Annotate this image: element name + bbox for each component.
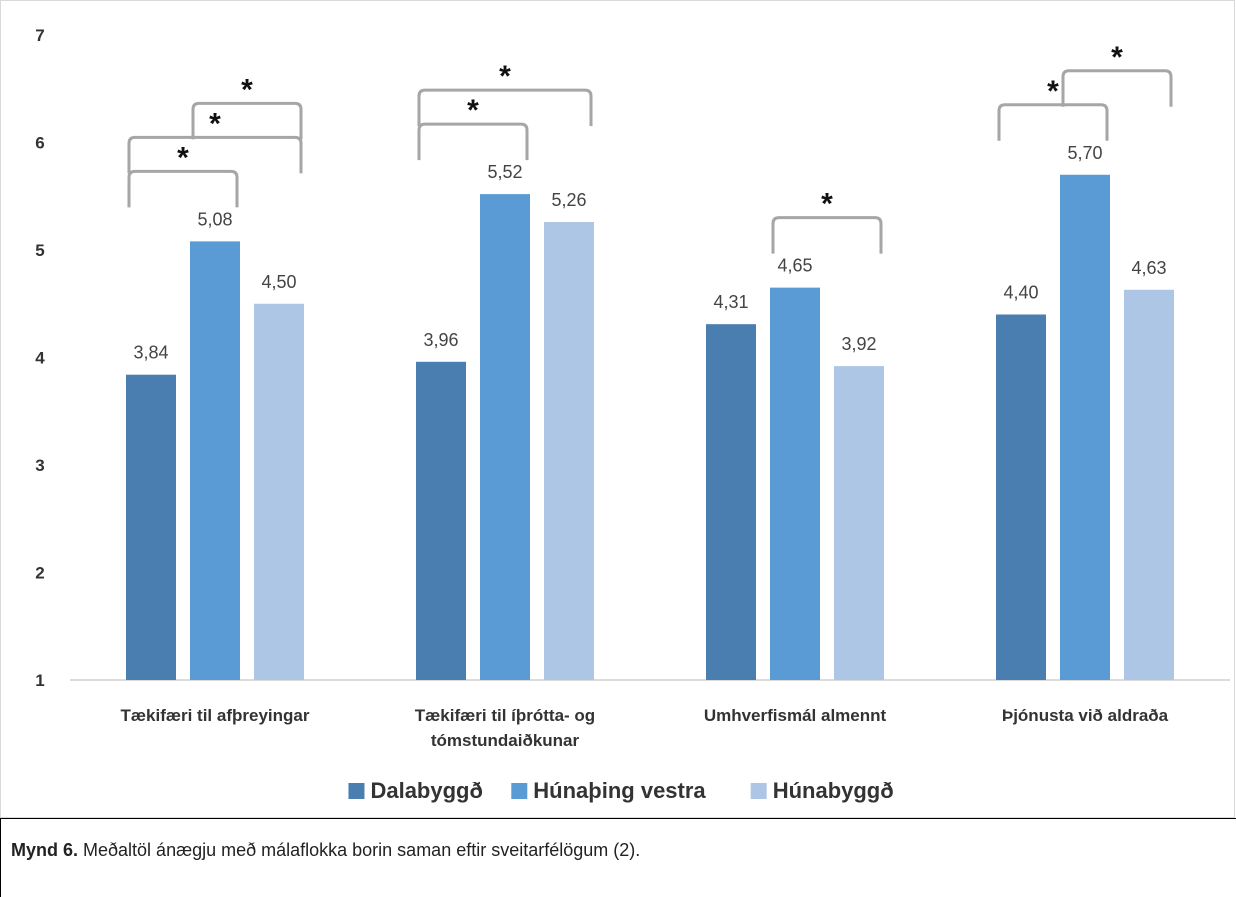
x-category-label: Tækifæri til íþrótta- og [415, 706, 595, 725]
bar [416, 361, 466, 680]
significance-bracket [417, 122, 529, 161]
data-label: 3,96 [423, 330, 458, 350]
data-label: 5,52 [487, 162, 522, 182]
x-category-label: Þjónusta við aldraða [1002, 706, 1169, 725]
significance-bracket [127, 135, 303, 174]
significance-star: * [467, 94, 479, 127]
significance-star: * [241, 73, 253, 106]
significance-star: * [821, 188, 833, 221]
y-tick-label: 6 [35, 134, 44, 153]
data-label: 4,31 [713, 292, 748, 312]
caption-body: Meðaltöl ánægju með málaflokka borin sam… [78, 840, 641, 860]
y-tick-label: 7 [35, 26, 44, 45]
legend-label: Húnabyggð [773, 778, 894, 803]
y-tick-label: 4 [35, 349, 45, 368]
caption-label: Mynd 6. [11, 840, 79, 860]
legend-swatch [511, 783, 528, 799]
data-label: 4,50 [261, 272, 296, 292]
figure-caption: Mynd 6. Meðaltöl ánægju með málaflokka b… [0, 818, 1236, 897]
bar [1060, 174, 1110, 680]
legend-swatch [750, 783, 767, 799]
bar [544, 222, 594, 681]
significance-star: * [1111, 41, 1123, 74]
data-label: 4,63 [1131, 258, 1166, 278]
caption-top-border [0, 818, 1236, 819]
bar [254, 303, 304, 680]
x-category-label: Umhverfismál almennt [704, 706, 887, 725]
x-category-label: Tækifæri til afþreyingar [121, 706, 310, 725]
significance-bracket [997, 103, 1109, 141]
data-label: 5,70 [1067, 143, 1102, 163]
y-tick-label: 2 [35, 564, 44, 583]
legend-swatch [348, 783, 365, 799]
x-category-label: tómstundaiðkunar [431, 731, 580, 750]
bar [126, 374, 176, 680]
bar [706, 324, 756, 680]
bar [770, 287, 820, 680]
significance-bracket [1061, 69, 1173, 107]
bar [480, 194, 530, 680]
legend-label: Dalabyggð [370, 778, 482, 803]
significance-star: * [1047, 75, 1059, 108]
significance-bracket [191, 101, 303, 140]
legend-label: Húnaþing vestra [533, 778, 706, 803]
significance-bracket [771, 216, 883, 254]
significance-star: * [499, 60, 511, 93]
data-label: 3,84 [133, 343, 168, 363]
bar [1124, 289, 1174, 680]
data-label: 5,26 [551, 190, 586, 210]
y-tick-label: 3 [35, 456, 44, 475]
significance-bracket [127, 169, 239, 208]
data-label: 5,08 [197, 209, 232, 229]
bar-chart: 1 2 3 4 5 6 7 3,84 3,96 4,31 4,40 5,08 5,52 4,65 5,70 4… [35, 26, 1230, 803]
significance-star: * [177, 141, 189, 174]
chart-frame [0, 0, 1235, 818]
caption-text: Mynd 6. Meðaltöl ánægju með málaflokka b… [11, 840, 640, 861]
bar [190, 241, 240, 680]
significance-star: * [209, 107, 221, 140]
data-label: 3,92 [841, 334, 876, 354]
data-label: 4,65 [777, 256, 812, 276]
data-label: 4,40 [1003, 283, 1038, 303]
significance-bracket [417, 88, 593, 127]
bar [834, 366, 884, 680]
y-tick-label: 5 [35, 241, 44, 260]
y-tick-label: 1 [35, 671, 44, 690]
caption-left-border [0, 818, 1, 897]
bar [996, 314, 1046, 680]
